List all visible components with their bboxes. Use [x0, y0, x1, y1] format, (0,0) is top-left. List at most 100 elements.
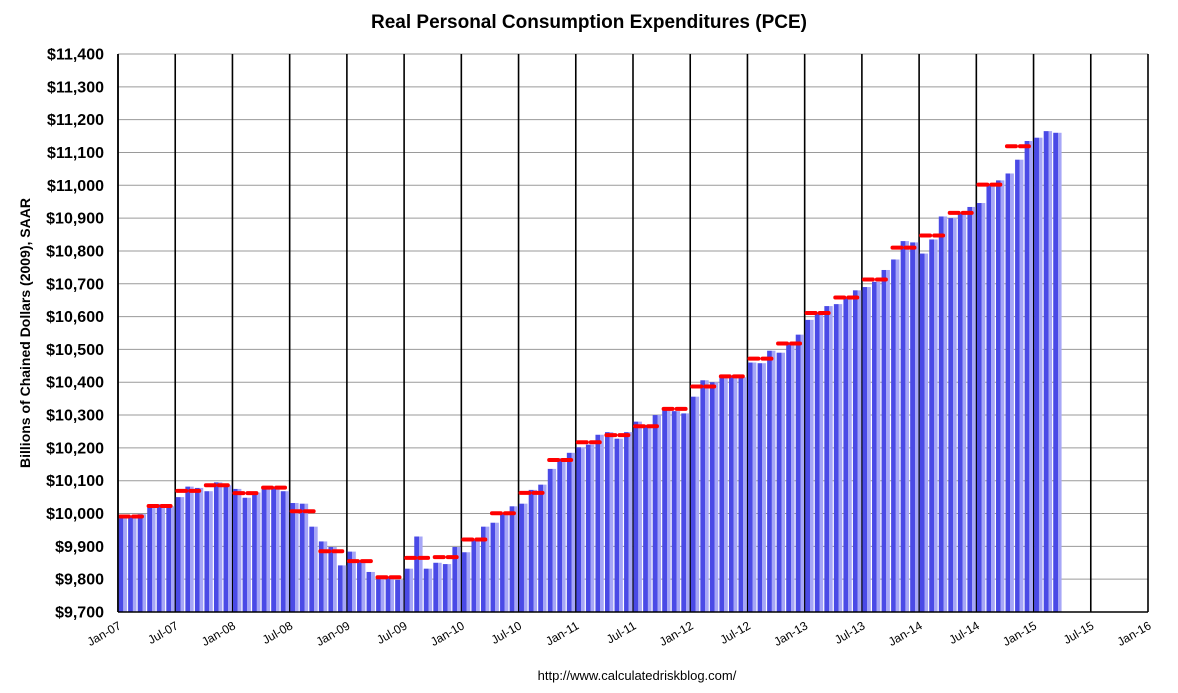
bar	[633, 421, 642, 612]
bar	[948, 218, 957, 612]
bar	[576, 447, 585, 612]
bar-series	[118, 131, 1062, 613]
bar	[881, 269, 890, 612]
bar	[1053, 132, 1062, 612]
bar	[147, 507, 156, 612]
bar	[318, 541, 328, 612]
bar	[776, 352, 785, 612]
bar	[824, 306, 833, 612]
bar	[767, 350, 776, 612]
bar	[156, 504, 166, 612]
bar	[852, 290, 862, 612]
bar	[366, 571, 375, 612]
bar	[185, 486, 194, 612]
y-tick-label: $10,900	[46, 211, 104, 228]
bar	[929, 239, 938, 612]
bar	[652, 415, 662, 612]
gridlines	[117, 53, 1149, 612]
axes	[117, 54, 1148, 613]
bar	[547, 468, 557, 612]
bar	[357, 560, 366, 612]
bar	[604, 432, 614, 612]
bar	[490, 522, 499, 612]
bar	[757, 363, 766, 612]
bar	[709, 382, 719, 612]
bar	[414, 536, 423, 612]
bar	[233, 488, 242, 612]
bar	[957, 213, 967, 612]
bar	[213, 482, 223, 612]
bar	[919, 253, 929, 612]
y-tick-labels: $9,700 $9,800 $9,900 $10,000 $10,100 $10,200 $…	[46, 47, 104, 622]
bar	[557, 458, 566, 612]
bar	[299, 503, 309, 612]
bar	[872, 281, 881, 612]
source-url: http://www.calculatedriskblog.com/	[538, 668, 737, 683]
bar	[404, 568, 414, 612]
bar	[719, 375, 728, 612]
bar	[795, 334, 805, 612]
y-tick-label: $11,300	[47, 79, 104, 96]
bar	[194, 487, 204, 612]
bar	[128, 516, 137, 612]
bar	[748, 362, 757, 612]
y-tick-label: $11,000	[47, 178, 104, 195]
bar	[175, 497, 185, 612]
bar	[290, 503, 299, 612]
bar	[509, 506, 518, 612]
y-tick-label: $9,700	[55, 605, 104, 622]
bar	[833, 304, 843, 612]
bar	[662, 407, 671, 612]
bar	[585, 444, 595, 612]
bar	[118, 518, 127, 612]
bar	[900, 241, 909, 612]
bar	[1024, 140, 1033, 612]
bar	[337, 565, 347, 612]
bar	[328, 547, 337, 612]
bar	[204, 491, 213, 612]
bar	[471, 539, 480, 612]
bar	[862, 287, 871, 612]
bar	[223, 485, 232, 612]
bar	[738, 377, 747, 612]
bar	[538, 484, 547, 612]
bar	[481, 526, 490, 612]
bar	[843, 297, 852, 612]
bar	[1043, 131, 1053, 612]
bar	[910, 242, 919, 613]
bar	[786, 342, 795, 612]
bar	[271, 487, 280, 612]
bar	[461, 552, 471, 612]
y-tick-label: $10,100	[46, 473, 104, 490]
bar	[166, 506, 175, 612]
y-tick-label: $10,400	[46, 375, 104, 392]
bar	[700, 380, 709, 612]
bar	[242, 497, 251, 612]
bar	[986, 183, 995, 612]
bar	[1015, 159, 1024, 612]
bar	[252, 492, 261, 612]
bar	[805, 319, 814, 612]
y-axis-label: Billions of Chained Dollars (2009), SAAR	[17, 198, 33, 468]
bar	[376, 575, 385, 612]
y-tick-label: $10,000	[46, 506, 104, 523]
bar	[891, 259, 900, 612]
y-tick-label: $9,900	[55, 539, 104, 556]
bar	[452, 547, 461, 612]
bar	[681, 413, 690, 612]
y-tick-label: $10,300	[46, 408, 104, 425]
bar	[500, 513, 509, 612]
bar	[423, 568, 433, 612]
bar	[614, 438, 623, 612]
bar	[938, 216, 948, 612]
bar	[976, 203, 986, 612]
bar	[1034, 137, 1043, 612]
bar	[643, 424, 652, 612]
bar	[261, 487, 270, 612]
bar	[385, 576, 394, 612]
y-tick-label: $9,800	[55, 572, 104, 589]
bar	[347, 551, 356, 612]
y-tick-label: $11,400	[47, 47, 104, 64]
bar	[996, 180, 1005, 612]
